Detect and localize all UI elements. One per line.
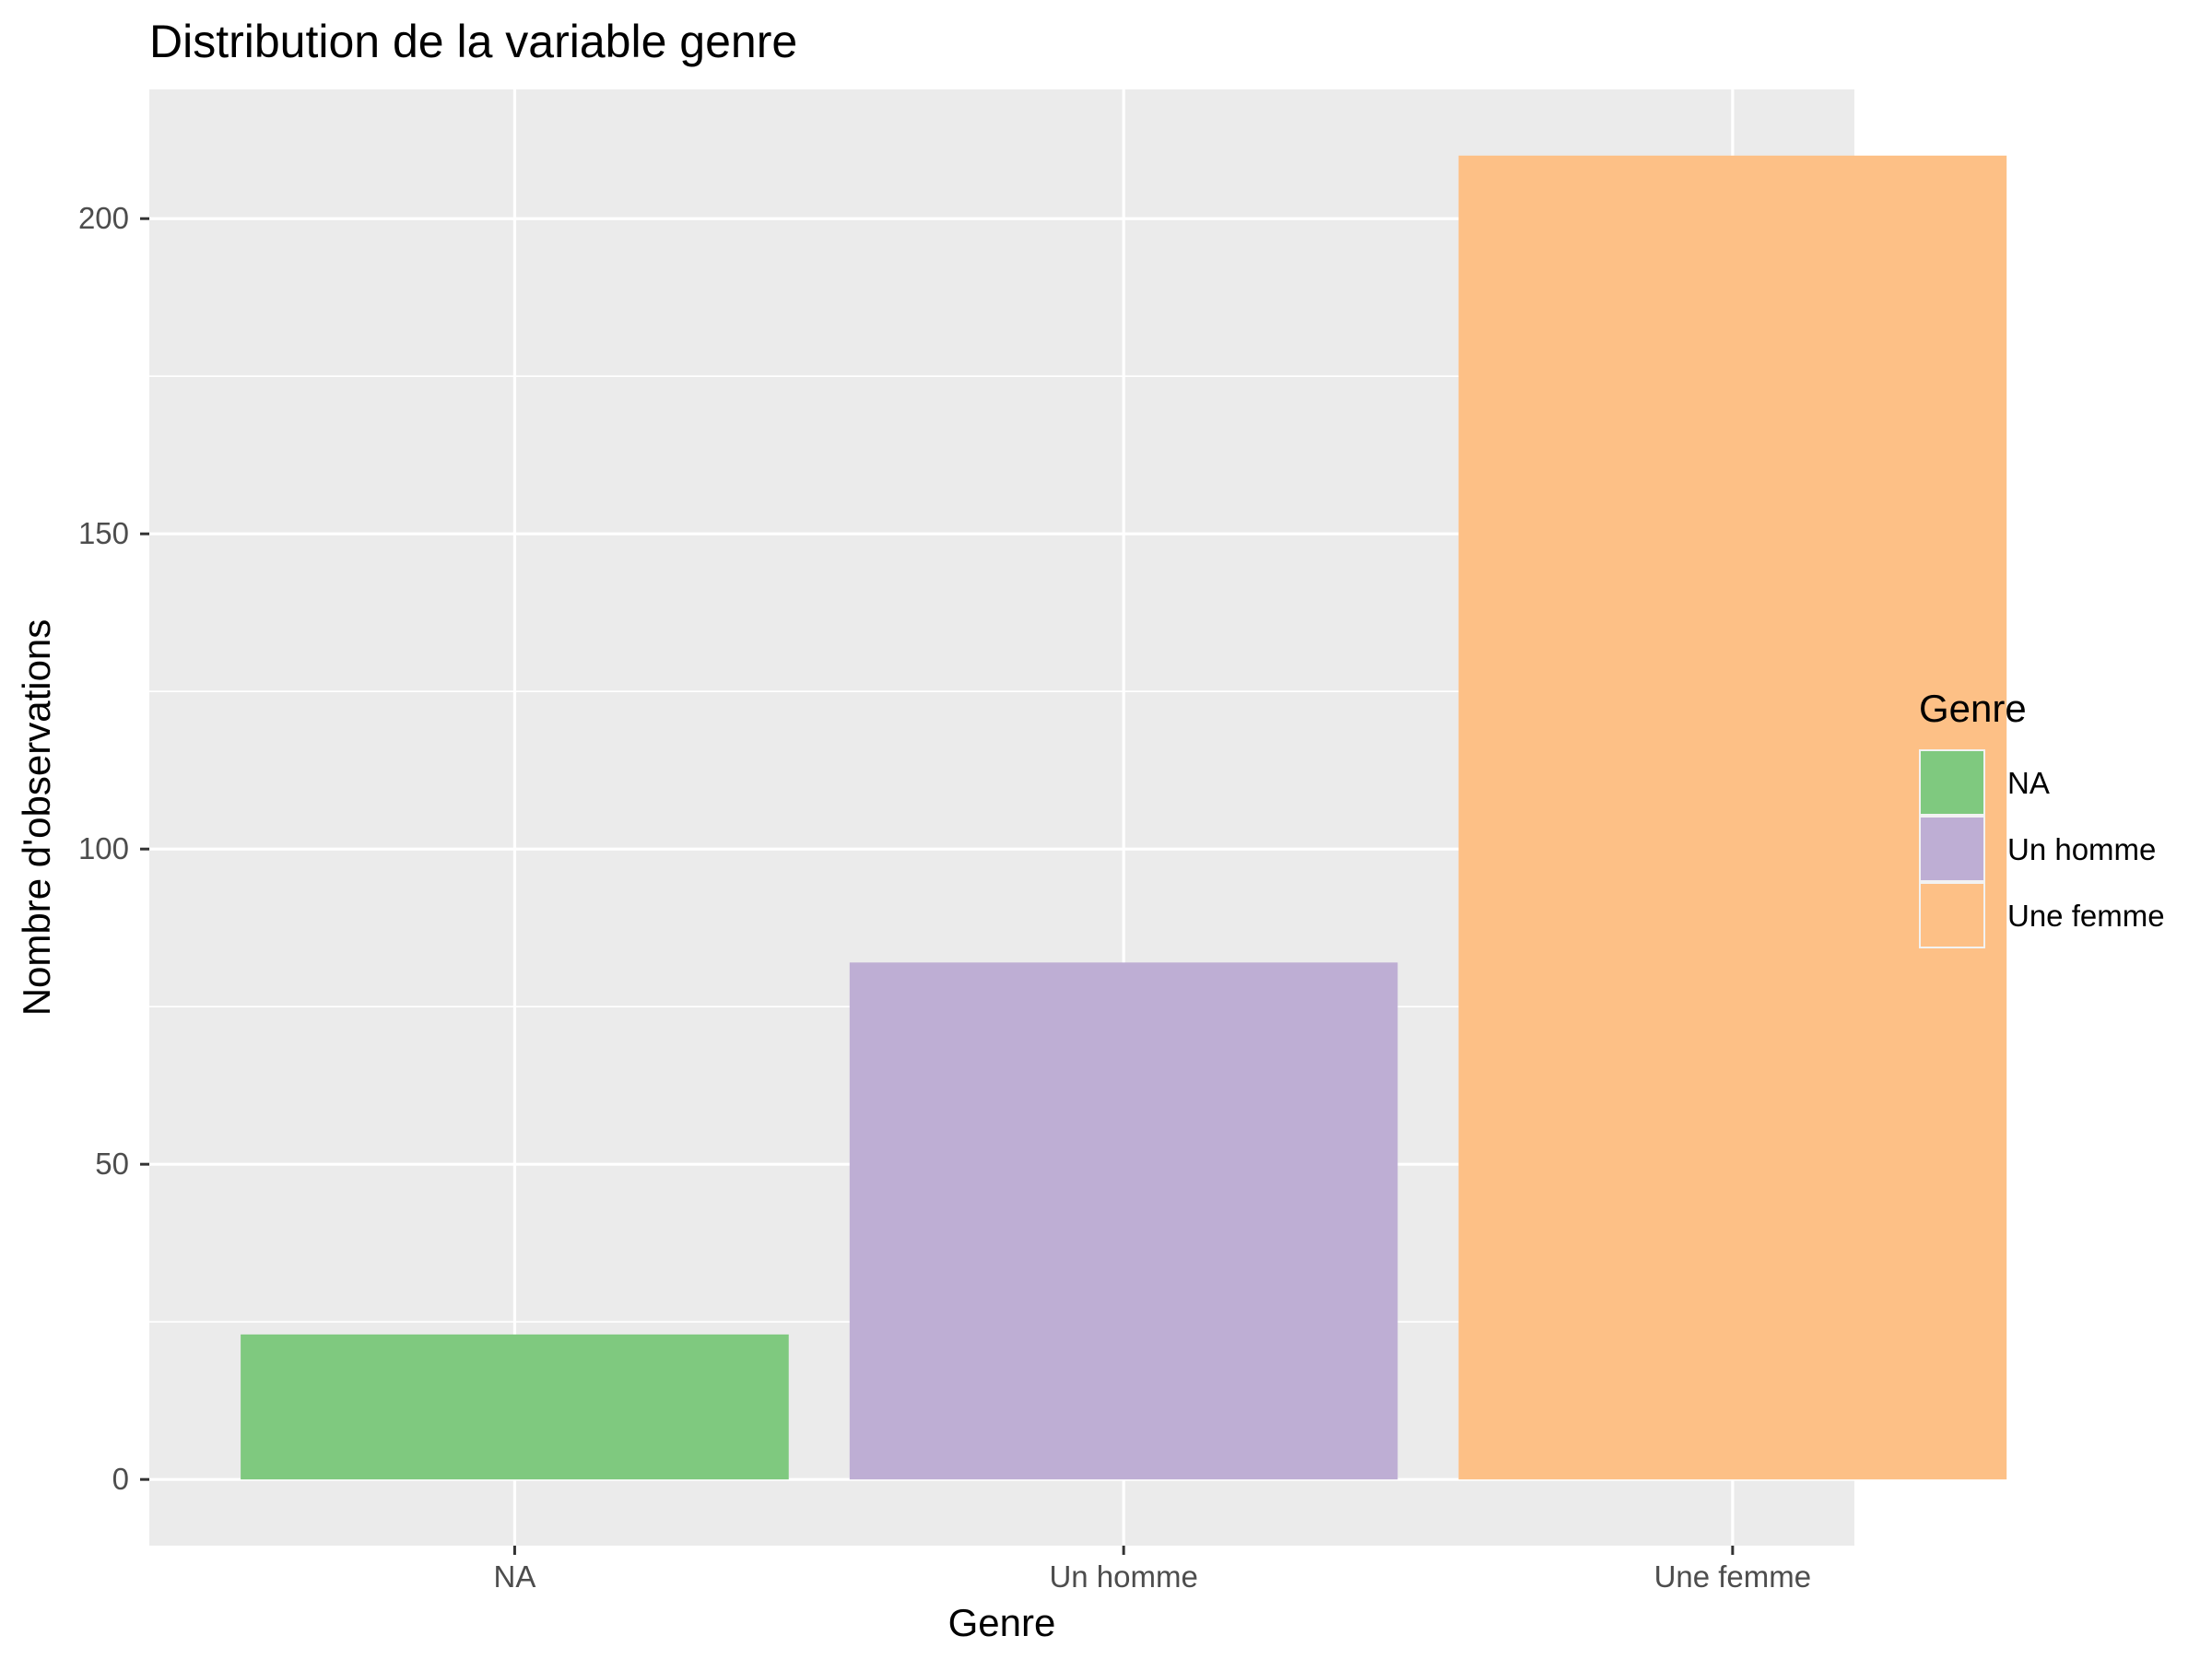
legend-label: NA	[2007, 766, 2050, 800]
y-axis-title: Nombre d'observations	[15, 619, 58, 1017]
bar-na	[241, 1334, 789, 1480]
bar-un-homme	[849, 962, 1398, 1480]
legend-label: Une femme	[2007, 899, 2165, 933]
legend-swatch	[1921, 751, 1983, 814]
y-tick-label: 200	[78, 201, 129, 235]
legend: Genre NA Un homme Une femme	[1919, 687, 2165, 948]
legend-title: Genre	[1919, 687, 2027, 730]
y-tick-label: 150	[78, 516, 129, 550]
bar-une-femme	[1458, 155, 2007, 1480]
x-tick-label: Une femme	[1654, 1559, 1812, 1594]
x-axis-title: Genre	[948, 1601, 1056, 1644]
chart-title: Distribution de la variable genre	[149, 16, 797, 67]
legend-label: Un homme	[2007, 832, 2156, 866]
legend-swatch	[1921, 884, 1983, 947]
x-tick-label: Un homme	[1049, 1559, 1197, 1594]
legend-swatch	[1921, 818, 1983, 880]
y-axis: 0 50 100 150 200	[78, 201, 149, 1496]
y-tick-label: 100	[78, 831, 129, 865]
x-axis: NA Un homme Une femme	[494, 1546, 1812, 1594]
y-tick-label: 0	[112, 1462, 129, 1496]
bars	[241, 155, 2007, 1480]
x-tick-label: NA	[494, 1559, 536, 1594]
y-tick-label: 50	[95, 1147, 129, 1181]
